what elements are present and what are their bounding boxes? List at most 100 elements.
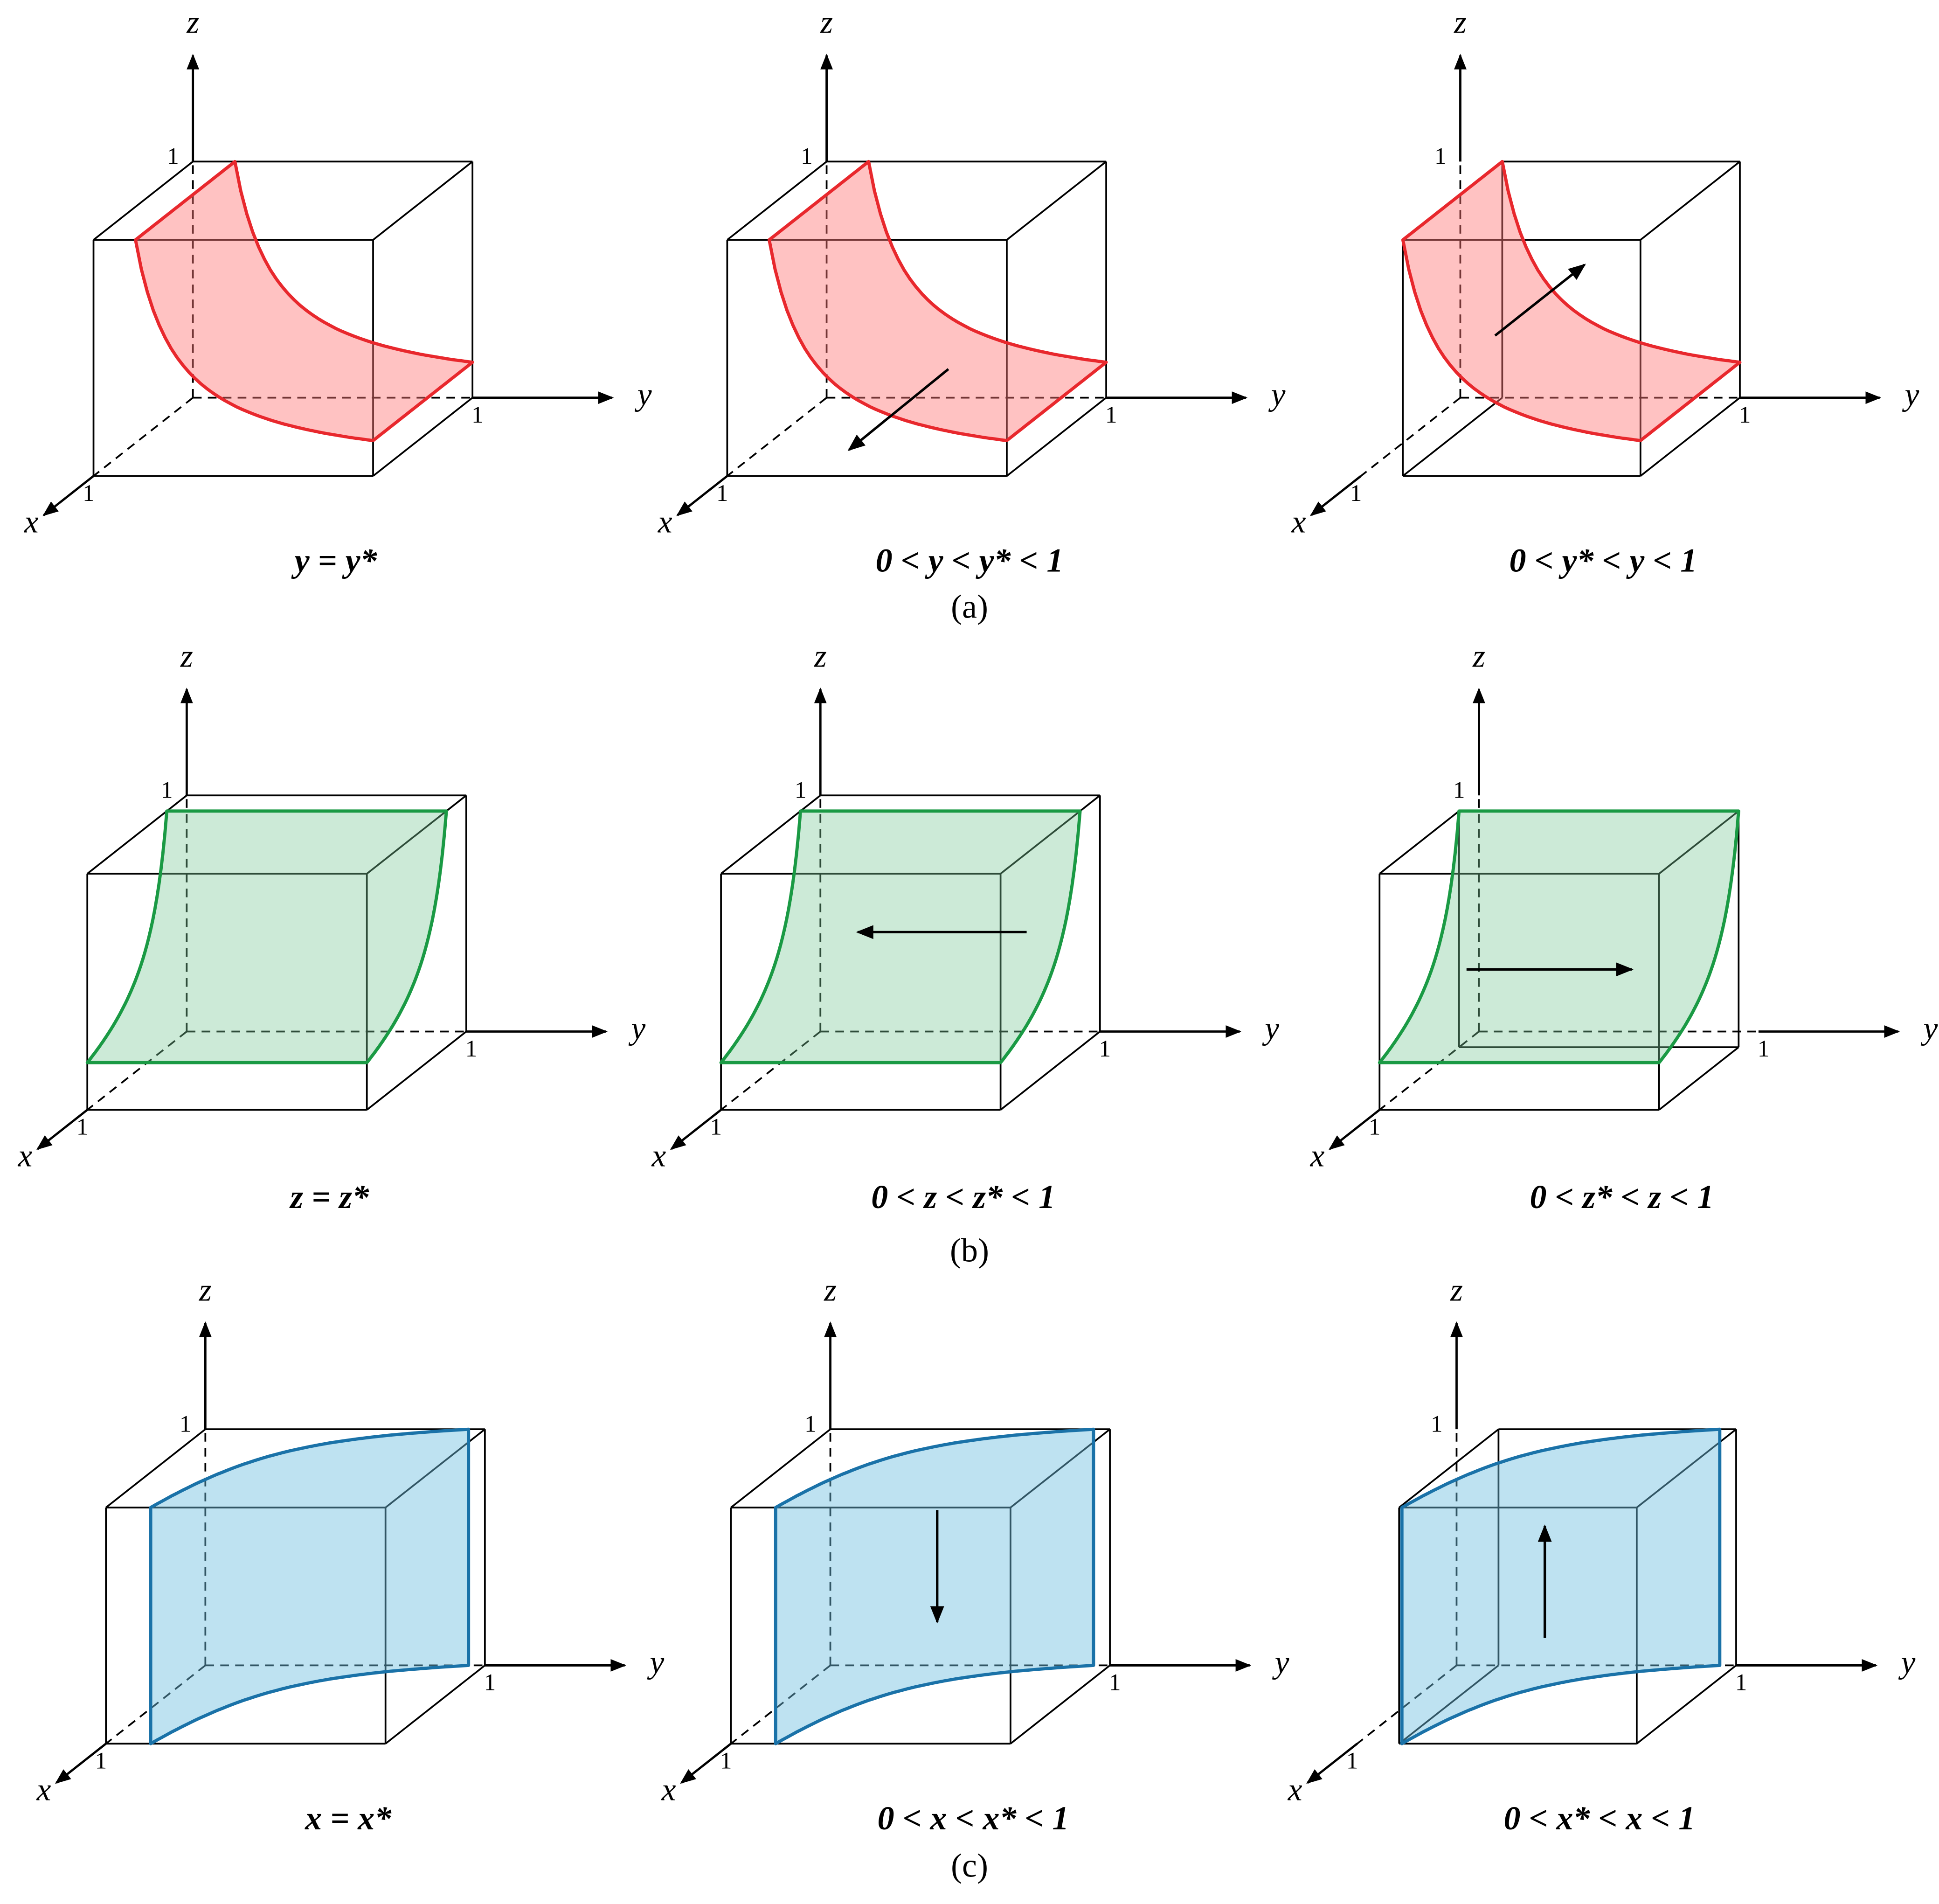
box-edge — [1379, 810, 1460, 875]
panel: x 1 y 1 z 1 0 < y < y* < 1 — [658, 4, 1286, 579]
box-edge — [1000, 1031, 1101, 1111]
axis-label: z — [199, 1272, 212, 1307]
unit-label: 1 — [484, 1669, 496, 1696]
axis-label: z — [820, 4, 833, 40]
axis-dashed — [730, 1664, 831, 1744]
box-edge — [366, 794, 467, 875]
unit-label: 1 — [1109, 1669, 1121, 1696]
unit-label: 1 — [1758, 1035, 1769, 1062]
axis-label: z — [814, 638, 827, 674]
axis-dashed — [105, 1664, 206, 1744]
box-edge — [1000, 794, 1101, 875]
surface — [719, 809, 1082, 1064]
box-edge — [727, 160, 827, 241]
axis — [670, 1109, 722, 1150]
row-label: (c) — [951, 1847, 988, 1884]
surface — [1401, 160, 1742, 443]
box-edge — [1640, 397, 1741, 477]
axis-dashed — [727, 397, 827, 477]
axis-label: x — [36, 1772, 51, 1807]
unit-label: 1 — [1105, 402, 1117, 428]
unit-label: 1 — [795, 777, 806, 803]
box-edge — [1640, 160, 1741, 241]
axis — [55, 1743, 107, 1784]
panel: x 1 y 1 z 1 y = y* — [24, 4, 652, 579]
axis-label: x — [24, 504, 39, 540]
unit-label: 1 — [76, 1114, 88, 1140]
axis-dashed — [1379, 1031, 1480, 1111]
direction-arrow — [1494, 264, 1586, 337]
axis-label: x — [1291, 504, 1306, 540]
box-edge — [1658, 1046, 1739, 1111]
box-edge — [87, 794, 187, 875]
axis-dashed — [1360, 397, 1461, 477]
box-edge — [93, 160, 194, 241]
unit-label: 1 — [83, 480, 94, 506]
axis-label: x — [18, 1138, 33, 1174]
unit-label: 1 — [801, 143, 812, 169]
box-edge — [372, 160, 473, 241]
box-edge — [1006, 397, 1107, 477]
unit-label: 1 — [1434, 143, 1446, 169]
unit-label: 1 — [1735, 1669, 1747, 1696]
unit-label: 1 — [716, 480, 728, 506]
axis — [676, 475, 728, 516]
box-edge — [1636, 1664, 1737, 1744]
unit-label: 1 — [471, 402, 483, 428]
caption: y = y* — [291, 542, 378, 579]
axis — [1329, 1109, 1380, 1150]
panel: x 1 y 1 z 1 0 < x* < x < 1 — [1288, 1272, 1916, 1837]
caption: 0 < x < x* < 1 — [878, 1800, 1069, 1837]
row-label: (a) — [951, 588, 988, 625]
axis-label: y — [629, 1010, 646, 1046]
direction-arrow — [847, 368, 949, 451]
unit-label: 1 — [1431, 1411, 1442, 1437]
axis-label: y — [1262, 1010, 1279, 1046]
axis-label: x — [1288, 1772, 1302, 1807]
unit-label: 1 — [1453, 777, 1465, 803]
axis-label: z — [1472, 638, 1485, 674]
panel: x 1 y 1 z 1 0 < x < x* < 1 — [661, 1272, 1289, 1837]
row-label: (b) — [950, 1231, 989, 1269]
axis-dashed — [1357, 1664, 1457, 1744]
unit-label: 1 — [465, 1035, 477, 1062]
caption: 0 < y < y* < 1 — [876, 542, 1064, 579]
surface — [134, 160, 474, 443]
box-edge — [730, 1428, 831, 1508]
unit-label: 1 — [710, 1114, 722, 1140]
box-edge — [366, 1031, 467, 1111]
axis — [42, 475, 95, 516]
axis-label: x — [651, 1138, 666, 1174]
surface — [149, 1427, 471, 1745]
axis — [1306, 1743, 1358, 1784]
caption: z = z* — [289, 1178, 369, 1216]
axis — [680, 1743, 732, 1784]
unit-label: 1 — [1350, 480, 1362, 506]
surface — [85, 809, 448, 1064]
box-edge — [1010, 1664, 1111, 1744]
axis-label: x — [658, 504, 672, 540]
panel: x 1 y 1 z 1 z = z* — [18, 638, 646, 1215]
axis — [36, 1109, 88, 1150]
unit-label: 1 — [804, 1411, 816, 1437]
box-edge — [1006, 160, 1107, 241]
surface — [1400, 1427, 1722, 1745]
unit-label: 1 — [180, 1411, 191, 1437]
box-edge — [1399, 1664, 1499, 1744]
caption: 0 < z < z* < 1 — [871, 1178, 1055, 1216]
panel: x 1 y 1 z 1 0 < y* < y < 1 — [1291, 4, 1919, 579]
axis-label: y — [1268, 376, 1286, 412]
unit-label: 1 — [1099, 1035, 1111, 1062]
axis-label: x — [1310, 1138, 1325, 1174]
axis-dashed — [93, 397, 194, 477]
unit-label: 1 — [1739, 402, 1751, 428]
axis-label: z — [1450, 1272, 1463, 1307]
caption: x = x* — [305, 1800, 392, 1837]
axis-label: y — [1898, 1644, 1916, 1680]
unit-label: 1 — [161, 777, 173, 803]
panel: x 1 y 1 z 1 x = x* — [36, 1272, 665, 1837]
axis-label: z — [186, 4, 199, 40]
unit-label: 1 — [1346, 1748, 1358, 1774]
